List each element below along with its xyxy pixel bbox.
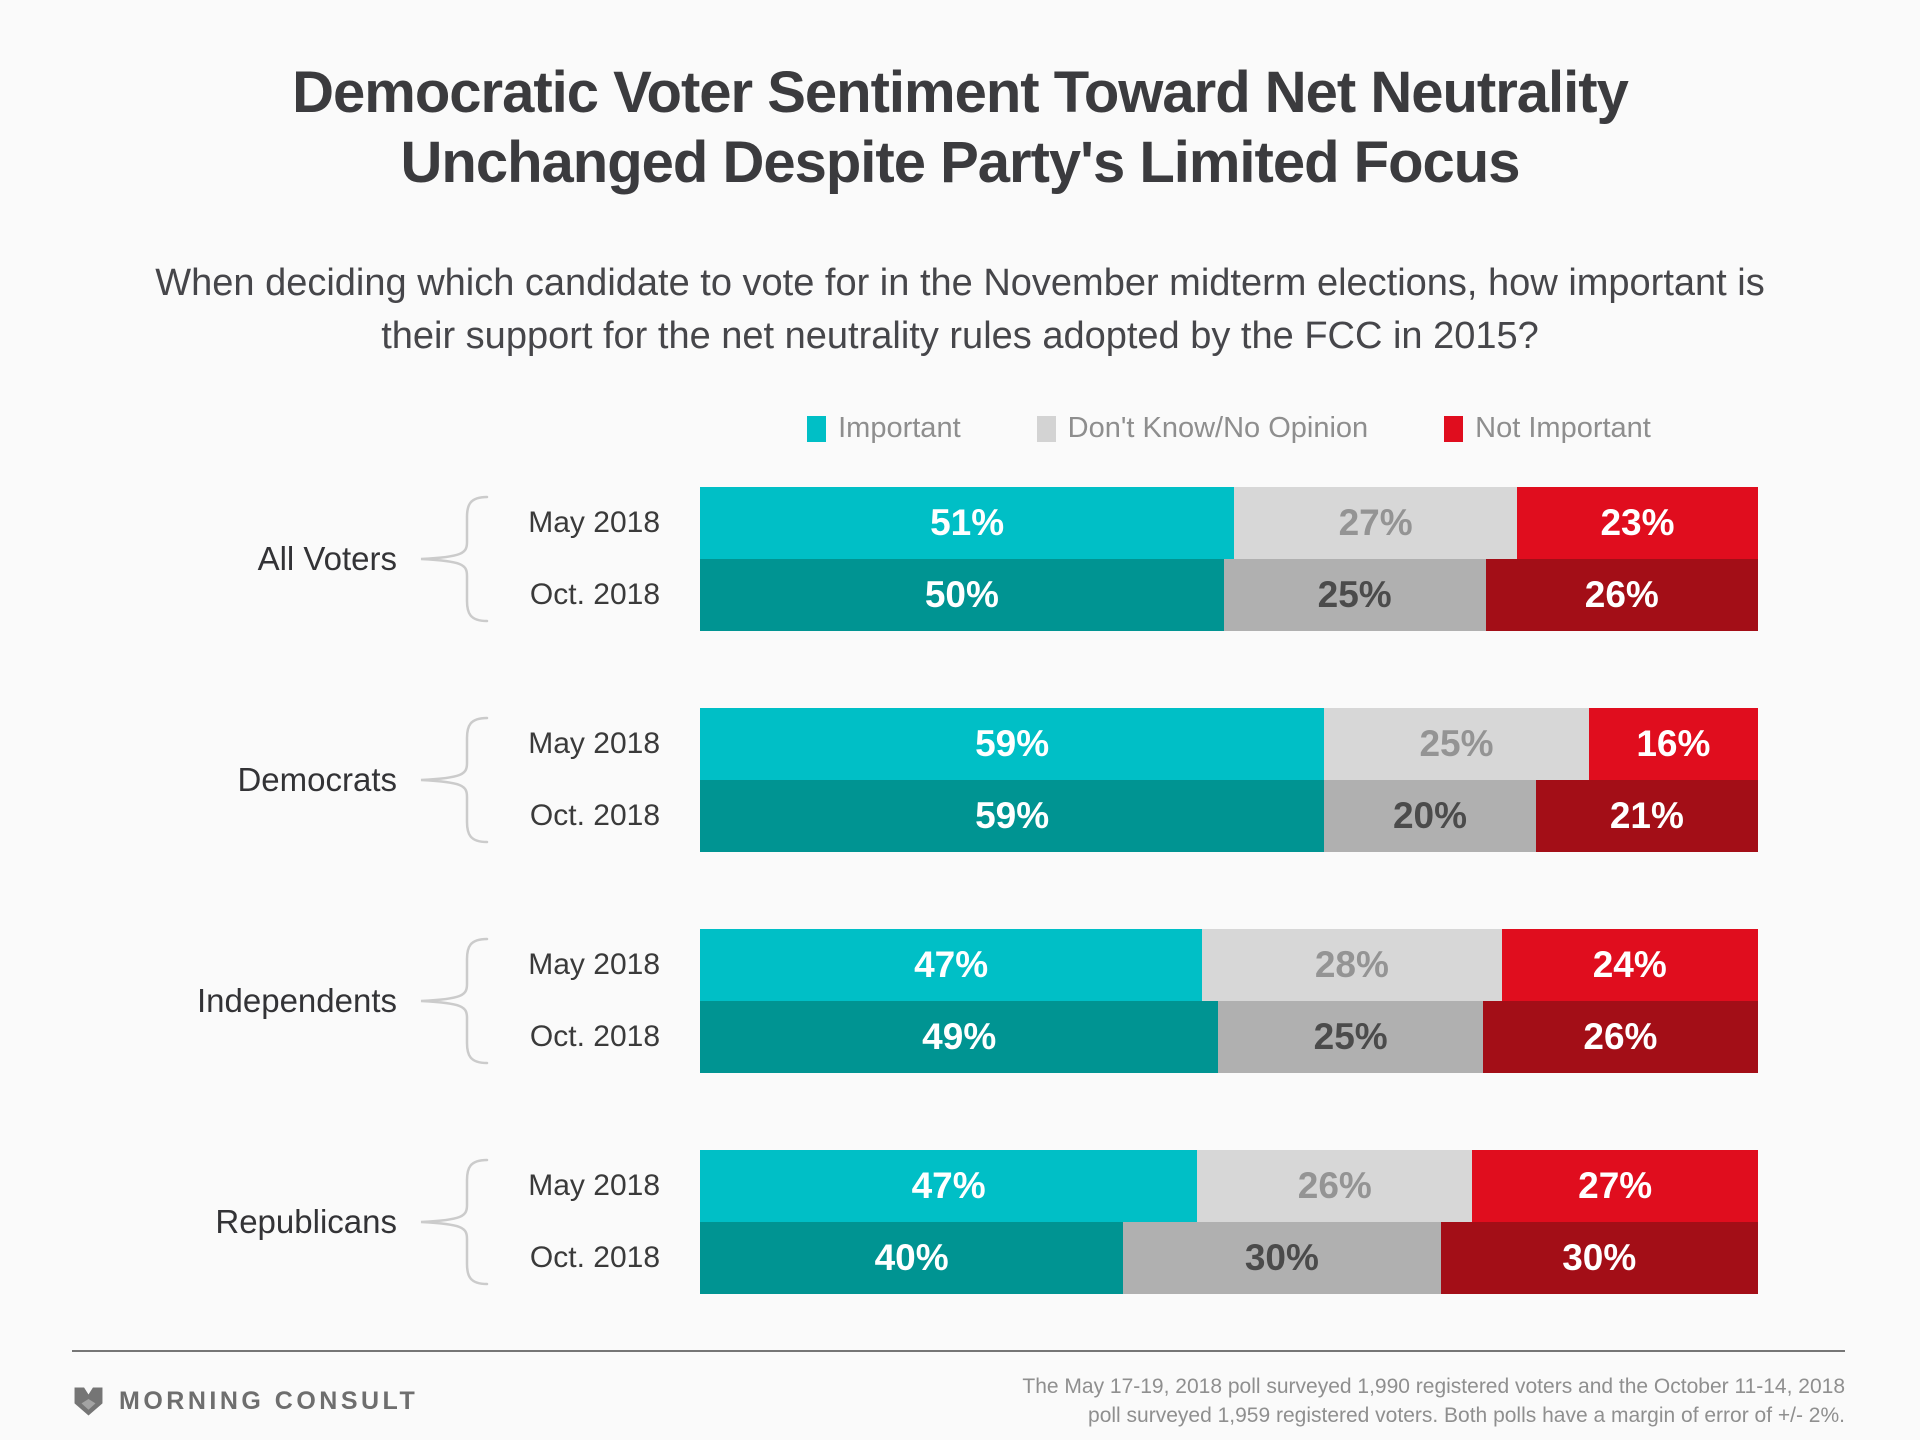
- page-title-line2: Unchanged Despite Party's Limited Focus: [400, 129, 1521, 195]
- bar-segment: 27%: [1472, 1150, 1758, 1223]
- group-rows: May 2018 47% 26% 27% Oct. 2018 40% 30% 30%: [490, 1150, 1758, 1295]
- bar-row-oct: Oct. 2018 59% 20% 21%: [490, 780, 1758, 853]
- bar-segment: 25%: [1223, 559, 1486, 632]
- stacked-bar: 47% 26% 27%: [700, 1150, 1758, 1223]
- bar-group: Independents May 2018 47% 28% 24% Oct. 2018 49…: [0, 929, 1758, 1074]
- bar-group: All Voters May 2018 51% 27% 23% Oct. 2018 50% 2…: [0, 487, 1758, 632]
- bar-segment: 24%: [1501, 929, 1758, 1002]
- stacked-bar: 59% 20% 21%: [700, 780, 1758, 853]
- bar-segment: 26%: [1482, 1001, 1758, 1074]
- chart: All Voters May 2018 51% 27% 23% Oct. 2018 50% 2…: [0, 487, 1758, 1295]
- period-label: Oct. 2018: [529, 1241, 660, 1275]
- stacked-bar: 51% 27% 23%: [700, 487, 1758, 560]
- morning-consult-m-icon: [74, 1387, 103, 1416]
- group-brace-icon: [397, 708, 490, 852]
- stacked-bar: 47% 28% 24%: [700, 929, 1758, 1002]
- group-rows: May 2018 47% 28% 24% Oct. 2018 49% 25% 26%: [490, 929, 1758, 1074]
- methodology-note-line1: The May 17-19, 2018 poll surveyed 1,990 …: [1022, 1375, 1845, 1398]
- page-title-line1: Democratic Voter Sentiment Toward Net Ne…: [292, 60, 1629, 125]
- bar-segment: 27%: [1234, 487, 1518, 560]
- group-brace-icon: [397, 487, 490, 631]
- bar-row-oct: Oct. 2018 50% 25% 26%: [490, 559, 1758, 632]
- footer: MORNING CONSULT The May 17-19, 2018 poll…: [72, 1350, 1845, 1431]
- legend-label: Don't Know/No Opinion: [1067, 412, 1369, 445]
- bar-segment: 20%: [1324, 780, 1536, 853]
- bar-segment: 26%: [1197, 1150, 1473, 1223]
- group-brace-icon: [397, 1150, 490, 1294]
- legend-label: Important: [838, 412, 961, 445]
- period-label: May 2018: [528, 727, 660, 761]
- not-important-swatch-icon: [1444, 415, 1464, 442]
- bar-group: Democrats May 2018 59% 25% 16% Oct. 2018 59% 20…: [0, 708, 1758, 853]
- bar-segment: 47%: [700, 1150, 1198, 1223]
- bar-row-may: May 2018 47% 26% 27%: [490, 1150, 1758, 1223]
- bar-segment: 59%: [700, 780, 1325, 853]
- group-label: Republicans: [215, 1203, 397, 1241]
- brand-logo: MORNING CONSULT: [72, 1385, 418, 1418]
- period-label: Oct. 2018: [529, 1020, 660, 1054]
- legend-item-not-important: Not Important: [1444, 412, 1651, 445]
- period-label: May 2018: [528, 948, 660, 982]
- group-rows: May 2018 59% 25% 16% Oct. 2018 59% 20% 21%: [490, 708, 1758, 853]
- legend: Important Don't Know/No Opinion Not Impo…: [700, 412, 1758, 445]
- bar-segment: 59%: [700, 708, 1325, 781]
- group-brace-icon: [397, 929, 490, 1073]
- bar-segment: 47%: [700, 929, 1203, 1002]
- bar-segment: 25%: [1218, 1001, 1483, 1074]
- stacked-bar: 50% 25% 26%: [700, 559, 1758, 632]
- bar-segment: 51%: [700, 487, 1235, 560]
- methodology-note: The May 17-19, 2018 poll surveyed 1,990 …: [1022, 1372, 1845, 1431]
- bar-row-oct: Oct. 2018 40% 30% 30%: [490, 1222, 1758, 1295]
- group-label: Independents: [196, 982, 397, 1020]
- bar-segment: 16%: [1588, 708, 1758, 781]
- bar-segment: 26%: [1485, 559, 1758, 632]
- bar-segment: 25%: [1324, 708, 1589, 781]
- bar-segment: 21%: [1535, 780, 1758, 853]
- bar-row-may: May 2018 51% 27% 23%: [490, 487, 1758, 560]
- stacked-bar: 59% 25% 16%: [700, 708, 1758, 781]
- bar-row-may: May 2018 59% 25% 16%: [490, 708, 1758, 781]
- bar-segment: 40%: [700, 1222, 1124, 1295]
- stacked-bar: 49% 25% 26%: [700, 1001, 1758, 1074]
- bar-segment: 28%: [1202, 929, 1502, 1002]
- bar-row-oct: Oct. 2018 49% 25% 26%: [490, 1001, 1758, 1074]
- dont-know-swatch-icon: [1036, 415, 1056, 442]
- bar-row-may: May 2018 47% 28% 24%: [490, 929, 1758, 1002]
- legend-label: Not Important: [1475, 412, 1651, 445]
- period-label: May 2018: [528, 506, 660, 540]
- group-label: Democrats: [237, 761, 397, 799]
- period-label: Oct. 2018: [529, 578, 660, 612]
- bar-segment: 30%: [1123, 1222, 1441, 1295]
- bar-group: Republicans May 2018 47% 26% 27% Oct. 2018 40%…: [0, 1150, 1758, 1295]
- important-swatch-icon: [807, 415, 827, 442]
- bar-segment: 49%: [700, 1001, 1219, 1074]
- bar-segment: 30%: [1440, 1222, 1758, 1295]
- period-label: May 2018: [528, 1169, 660, 1203]
- legend-item-important: Important: [807, 412, 961, 445]
- page-title: Democratic Voter Sentiment Toward Net Ne…: [0, 0, 1920, 197]
- group-label: All Voters: [257, 540, 397, 578]
- period-label: Oct. 2018: [529, 799, 660, 833]
- legend-item-dont-know: Don't Know/No Opinion: [1036, 412, 1369, 445]
- group-rows: May 2018 51% 27% 23% Oct. 2018 50% 25% 26%: [490, 487, 1758, 632]
- stacked-bar: 40% 30% 30%: [700, 1222, 1758, 1295]
- survey-question: When deciding which candidate to vote fo…: [155, 262, 1765, 357]
- bar-segment: 50%: [700, 559, 1224, 632]
- bar-segment: 23%: [1517, 487, 1758, 560]
- methodology-note-line2: poll surveyed 1,959 registered voters. B…: [1088, 1404, 1845, 1428]
- brand-name: MORNING CONSULT: [119, 1386, 419, 1415]
